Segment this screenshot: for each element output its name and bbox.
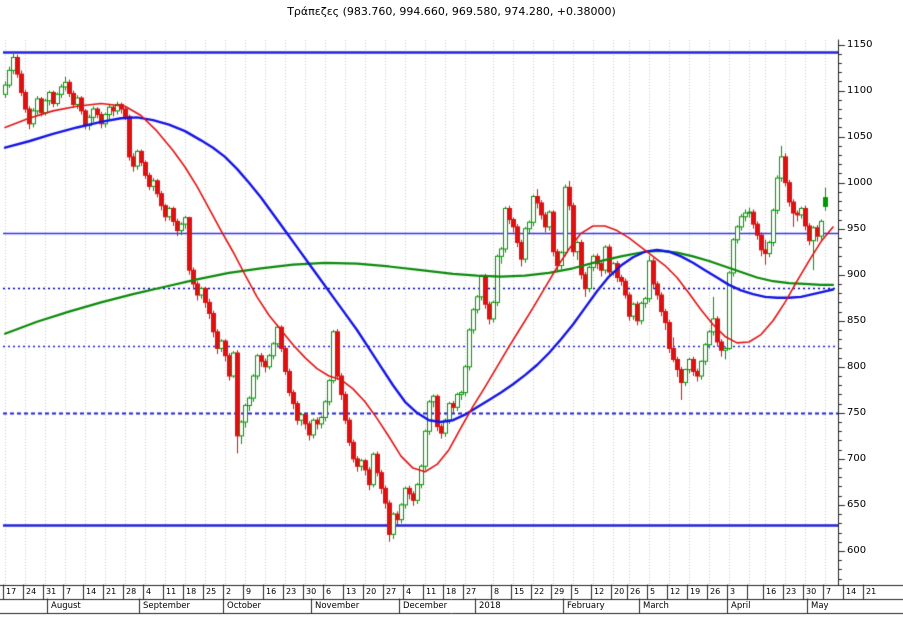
y-axis-label-750: 750 [847,406,867,418]
x-axis-date-label: 30 [306,587,317,596]
x-axis-date-label: 11 [426,587,437,596]
x-axis-date-label: 21 [106,587,117,596]
x-axis-date-label: 7 [66,587,72,596]
x-axis-date-label: 5 [574,587,580,596]
x-axis-date-label: 18 [186,587,197,596]
x-axis-month-label-august: August [51,601,81,611]
x-axis-date-label: 26 [710,587,721,596]
y-axis-label-1100: 1100 [847,84,873,96]
y-axis-label-950: 950 [847,222,867,234]
x-axis-date-label: 4 [146,587,152,596]
x-axis-date-label: 18 [446,587,457,596]
x-axis-date-label: 24 [26,587,37,596]
x-axis-date-label: 20 [614,587,625,596]
x-axis-date-label: 28 [126,587,137,596]
x-axis-date-label: 23 [786,587,797,596]
y-axis-label-800: 800 [847,360,867,372]
x-axis-date-label: 30 [806,587,817,596]
x-axis-date-label: 26 [630,587,641,596]
x-axis-date-label: 27 [386,587,397,596]
x-axis-month-label-november: November [315,601,360,611]
x-axis-date-label: 27 [466,587,477,596]
x-axis-month-label-march: March [643,601,669,611]
x-axis-date-label: 3 [730,587,736,596]
x-axis-month-label-may: May [811,601,829,611]
x-axis-date-label: 20 [366,587,377,596]
x-axis-date-label: 7 [826,587,832,596]
y-axis-label-600: 600 [847,544,867,556]
x-axis-date-label: 21 [866,587,877,596]
x-axis-date-label: 22 [534,587,545,596]
y-axis-label-900: 900 [847,268,867,280]
x-axis-date-label: 19 [690,587,701,596]
x-axis-date-label: 16 [766,587,777,596]
x-axis-month-label-april: April [731,601,751,611]
y-axis-label-1050: 1050 [847,130,873,142]
x-axis-date-label: 23 [286,587,297,596]
y-axis-label-850: 850 [847,314,867,326]
x-axis-date-label: 16 [266,587,277,596]
x-axis-date-label: 4 [406,587,412,596]
x-axis-month-label-october: October [227,601,262,611]
x-axis-date-label: 15 [514,587,525,596]
x-axis-date-label: 6 [326,587,332,596]
x-axis-date-label: 2 [226,587,232,596]
x-axis-month-label-december: December [403,601,448,611]
x-axis-date-label: 13 [346,587,357,596]
x-axis-date-label: 11 [166,587,177,596]
x-axis-date-label: 17 [6,587,17,596]
y-axis-label-1000: 1000 [847,176,873,188]
x-axis-date-label: 12 [594,587,605,596]
x-axis-date-label: 14 [86,587,97,596]
x-axis-date-label: 14 [846,587,857,596]
x-axis-date-label: 25 [206,587,217,596]
x-axis-date-label: 29 [554,587,565,596]
x-axis-month-label-february: February [567,601,605,611]
x-axis-date-label: 12 [670,587,681,596]
y-axis-label-700: 700 [847,452,867,464]
x-axis-date-label: 31 [46,587,57,596]
x-axis-date-label: 9 [246,587,252,596]
x-axis-month-label-2018: 2018 [479,601,501,611]
x-axis-date-label: 5 [650,587,656,596]
y-axis-label-650: 650 [847,498,867,510]
x-axis-date-label: 8 [494,587,500,596]
chart-title: Τράπεζες (983.760, 994.660, 969.580, 974… [287,5,616,18]
y-axis-label-1150: 1150 [847,38,873,50]
x-axis-month-label-september: September [143,601,190,611]
